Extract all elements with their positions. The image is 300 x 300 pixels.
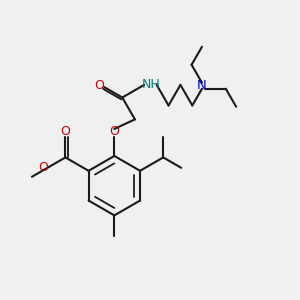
Text: O: O [94,79,104,92]
Text: O: O [61,125,70,138]
Text: N: N [197,79,207,92]
Text: NH: NH [142,78,161,92]
Text: O: O [110,125,119,138]
Text: O: O [38,160,48,174]
